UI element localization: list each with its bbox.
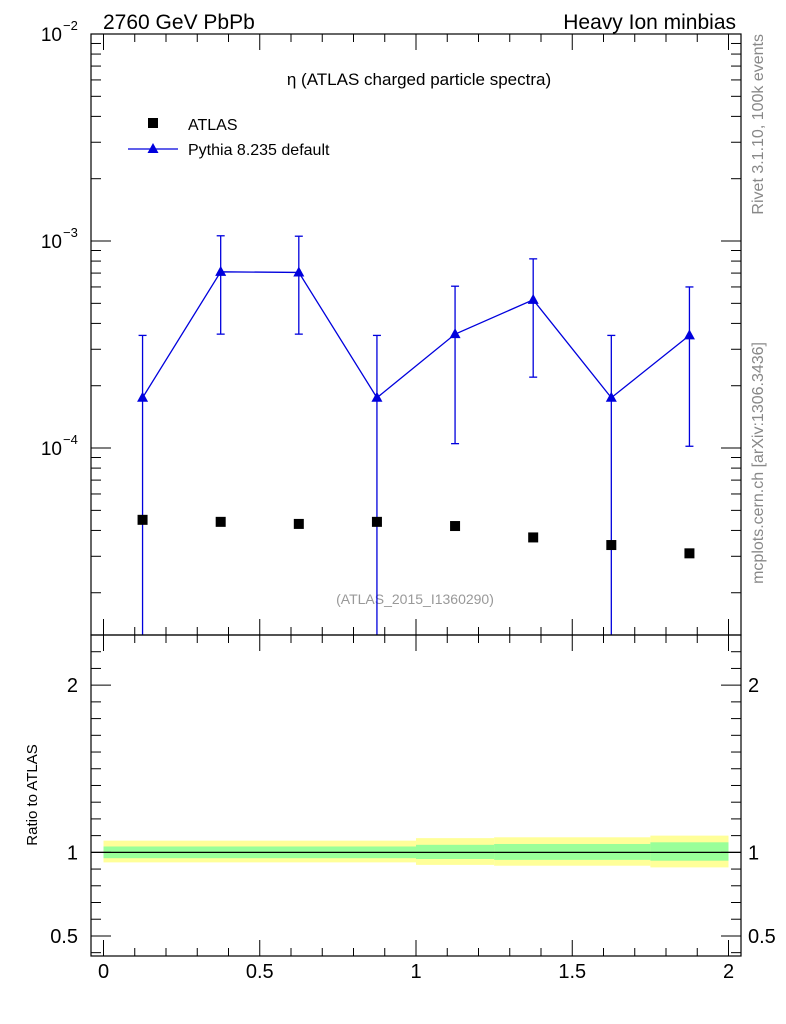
- x-tick-label: 1.5: [558, 961, 586, 983]
- atlas-point: [215, 516, 226, 527]
- pythia-point: [137, 391, 149, 402]
- side-text-top: Rivet 3.1.10, 100k events: [750, 34, 767, 215]
- header-left: 2760 GeV PbPb: [103, 11, 255, 34]
- ratio-frame: [90, 634, 742, 957]
- pythia-point: [449, 328, 461, 339]
- atlas-point: [528, 532, 539, 543]
- x-tick-label: 0.5: [246, 961, 274, 983]
- watermark: (ATLAS_2015_I1360290): [336, 591, 494, 607]
- main-y-tick-labels: 10−210−310−4: [41, 18, 78, 460]
- ratio-y-tick-label-right: 2: [748, 675, 759, 697]
- legend-label-pythia: Pythia 8.235 default: [188, 142, 330, 159]
- pythia-point: [605, 391, 617, 402]
- y-tick-label-exponent: −3: [63, 225, 78, 240]
- pythia-point: [215, 265, 227, 276]
- ratio-y-tick-label: 1: [67, 842, 78, 864]
- legend-marker-atlas: [148, 118, 158, 128]
- pythia-line: [142, 271, 690, 399]
- pythia-point: [371, 391, 383, 402]
- side-text-bottom: mcplots.cern.ch [arXiv:1306.3436]: [750, 342, 767, 584]
- ratio-y-tick-label-right: 0.5: [748, 926, 776, 948]
- x-tick-label: 0: [98, 961, 109, 983]
- series-pythia: [137, 235, 695, 635]
- atlas-point: [293, 518, 304, 529]
- ratio-y-tick-label-right: 1: [748, 842, 759, 864]
- ratio-band-green: [650, 842, 729, 861]
- pythia-point: [293, 266, 305, 277]
- ratio-y-tick-label: 0.5: [50, 926, 78, 948]
- atlas-point: [684, 548, 695, 559]
- atlas-point: [450, 521, 461, 532]
- header-right: Heavy Ion minbias: [563, 11, 736, 34]
- ratio-ylabel: Ratio to ATLAS: [24, 744, 41, 845]
- y-tick-label-exponent: −4: [63, 432, 78, 447]
- ratio-axis-ticks: [91, 635, 741, 956]
- pythia-point: [527, 293, 539, 304]
- y-tick-label: 10: [41, 232, 62, 253]
- main-axis-ticks: [91, 33, 741, 635]
- ratio-tick-labels: 0.5 0.5 1 1 2 2 0 0.5 1 1.5 2: [50, 675, 776, 983]
- ratio-y-tick-label: 2: [67, 675, 78, 697]
- atlas-point: [606, 540, 617, 551]
- series-atlas: [137, 514, 695, 559]
- y-tick-label: 10: [41, 439, 62, 460]
- x-tick-label: 2: [723, 961, 734, 983]
- ratio-bands: [103, 835, 729, 868]
- atlas-point: [137, 514, 148, 525]
- legend-label-atlas: ATLAS: [188, 117, 238, 134]
- ratio-panel: 0.5 0.5 1 1 2 2 0 0.5 1 1.5 2 Ratio to ATLAS: [24, 634, 776, 983]
- y-tick-label: 10: [41, 25, 62, 46]
- atlas-point: [371, 516, 382, 527]
- x-tick-label: 1: [410, 961, 421, 983]
- y-tick-label-exponent: −2: [63, 18, 78, 33]
- legend-marker-pythia: [147, 143, 159, 153]
- main-panel: 10−210−310−4 η (ATLAS charged particle s…: [41, 18, 742, 636]
- plot-title: η (ATLAS charged particle spectra): [287, 70, 551, 89]
- legend: ATLAS Pythia 8.235 default: [128, 117, 330, 159]
- pythia-point: [683, 329, 695, 340]
